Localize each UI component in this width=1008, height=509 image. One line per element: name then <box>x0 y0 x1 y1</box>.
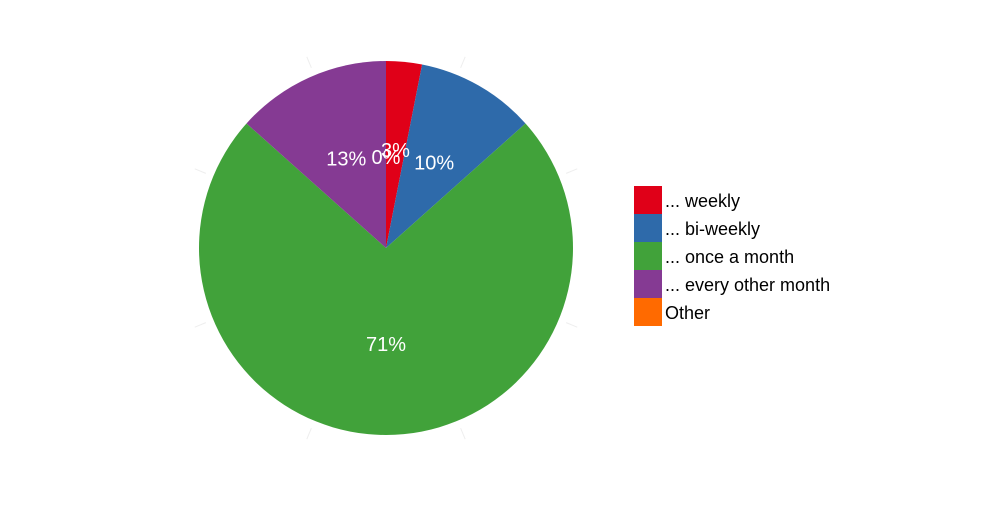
legend-swatch-once-a-month <box>634 242 662 270</box>
slice-label-once-a-month: 71% <box>366 334 406 356</box>
tick-mark <box>194 168 207 174</box>
legend-label-weekly: ... weekly <box>665 191 740 211</box>
legend-swatch-bi-weekly <box>634 214 662 242</box>
legend-label-other: Other <box>665 303 710 323</box>
pie-slice-once-a-month <box>199 123 574 436</box>
slice-label-weekly: 3% <box>381 140 410 162</box>
pie-slice-every-other-month <box>246 61 386 248</box>
legend-label-once-a-month: ... once a month <box>665 247 794 267</box>
tick-mark <box>565 322 578 328</box>
tick-mark <box>306 56 312 69</box>
pie-slice-labels: 3%10% 71% 13% 0% <box>326 140 454 356</box>
legend-swatch-weekly <box>634 186 662 214</box>
slice-label-every-other-month: 13% <box>326 148 366 170</box>
tick-mark <box>460 56 466 69</box>
tick-mark <box>194 322 207 328</box>
legend-label-every-other-month: ... every other month <box>665 275 830 295</box>
pie-slice-bi-weekly <box>386 64 526 248</box>
slice-label-bi-weekly: 10% <box>414 153 454 175</box>
tick-mark <box>306 427 312 440</box>
tick-mark <box>460 427 466 440</box>
legend-swatch-other <box>634 298 662 326</box>
slice-label-other: 0% <box>372 147 401 169</box>
legend: ... weekly ... bi-weekly ... once a month.… <box>634 186 830 326</box>
tick-mark <box>565 168 578 174</box>
pie-slices <box>199 61 574 436</box>
pie-slice-weekly <box>386 61 423 248</box>
legend-swatch-every-other-month <box>634 270 662 298</box>
legend-label-bi-weekly: ... bi-weekly <box>665 219 760 239</box>
angular-tick-marks <box>194 56 578 440</box>
